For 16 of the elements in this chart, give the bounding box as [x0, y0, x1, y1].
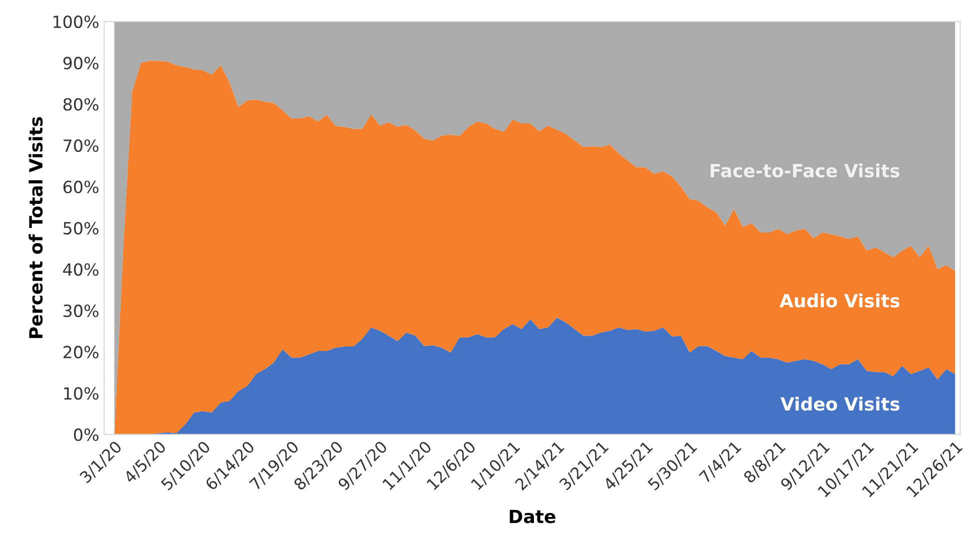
y-tick-label: 10% [64, 387, 98, 400]
y-tick-label: 60% [63, 180, 98, 194]
series-label: Face-to-Face Visits [710, 164, 900, 178]
x-axis-title: Date [510, 510, 556, 524]
y-tick-label: 40% [63, 263, 98, 276]
y-tick-label: 0% [74, 428, 98, 441]
y-tick-label: 50% [64, 222, 98, 235]
y-tick-label: 30% [64, 304, 98, 318]
y-tick-label: 90% [63, 56, 98, 70]
series-label: Audio Visits [780, 294, 900, 308]
y-axis-title: Percent of Total Visits [28, 117, 43, 338]
series-label: Video Visits [780, 396, 900, 411]
y-tick-label: 70% [64, 139, 98, 152]
y-tick-label: 20% [64, 346, 98, 358]
y-tick-label: 100% [54, 15, 98, 28]
y-tick-label: 80% [63, 98, 98, 111]
